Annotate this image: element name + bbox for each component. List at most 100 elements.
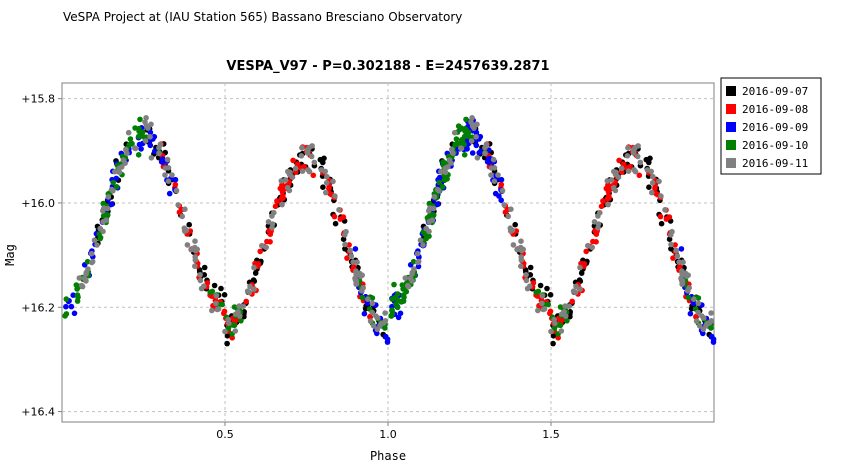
data-point: [221, 310, 227, 317]
data-point: [518, 257, 525, 263]
data-point: [535, 307, 541, 314]
data-point: [685, 294, 692, 301]
data-point: [211, 282, 218, 289]
data-point: [229, 335, 235, 341]
data-point: [539, 300, 545, 307]
data-point: [391, 281, 397, 288]
data-point: [317, 156, 324, 163]
data-point: [618, 165, 625, 172]
data-point: [687, 310, 694, 317]
data-point: [213, 300, 219, 307]
data-point: [91, 237, 98, 243]
data-point: [550, 333, 557, 339]
data-point: [287, 169, 293, 176]
data-point: [247, 283, 253, 290]
data-point: [648, 168, 654, 175]
data-point: [595, 213, 601, 219]
data-point: [394, 304, 401, 311]
data-point: [598, 203, 605, 210]
data-point: [74, 292, 81, 298]
data-point: [347, 247, 354, 254]
data-point: [184, 242, 191, 248]
data-point: [369, 300, 376, 307]
data-point: [142, 138, 149, 144]
data-point: [627, 163, 633, 170]
data-point: [695, 309, 701, 316]
data-point: [81, 275, 88, 282]
data-point: [113, 184, 120, 190]
y-tick-label: +15.8: [21, 93, 55, 106]
data-point: [68, 303, 75, 310]
data-point: [192, 247, 199, 254]
data-point: [482, 144, 488, 151]
data-point: [666, 236, 673, 242]
data-point: [583, 248, 589, 255]
data-point: [473, 129, 480, 136]
data-point: [589, 244, 595, 251]
data-point: [252, 270, 259, 276]
data-point: [137, 116, 143, 123]
data-point: [365, 296, 371, 303]
data-point: [625, 168, 632, 174]
data-point: [405, 283, 412, 290]
data-point: [399, 282, 406, 288]
data-point: [673, 247, 679, 254]
data-point: [246, 289, 253, 296]
data-point: [112, 168, 118, 175]
data-point: [450, 150, 456, 156]
data-point: [550, 340, 556, 347]
data-point: [238, 318, 244, 324]
data-point: [527, 264, 534, 271]
y-axis-label: Mag: [3, 244, 17, 266]
data-point: [492, 190, 499, 197]
data-point: [71, 310, 78, 317]
data-point: [547, 310, 553, 317]
data-point: [643, 156, 650, 163]
data-point: [523, 277, 530, 284]
data-point: [402, 275, 409, 281]
data-point: [148, 155, 155, 161]
data-point: [94, 242, 100, 248]
data-point: [257, 248, 264, 255]
data-point: [378, 320, 385, 327]
data-point: [547, 292, 554, 298]
data-point: [100, 208, 106, 214]
data-point: [79, 283, 86, 290]
data-point: [304, 150, 311, 156]
data-point: [359, 294, 366, 301]
data-point: [323, 189, 329, 196]
data-point: [572, 289, 579, 296]
data-point: [498, 197, 505, 203]
data-point: [192, 238, 198, 244]
data-point: [448, 160, 454, 166]
data-point: [510, 242, 517, 248]
data-point: [407, 275, 414, 282]
data-point: [175, 202, 181, 208]
y-tick-label: +16.4: [21, 406, 55, 419]
data-point: [436, 179, 443, 186]
data-point: [552, 320, 558, 327]
data-point: [290, 157, 296, 164]
data-point: [508, 206, 514, 212]
data-point: [699, 313, 705, 319]
data-point: [74, 298, 81, 304]
data-point: [672, 242, 678, 248]
data-point: [590, 238, 596, 245]
data-point: [76, 275, 83, 281]
data-point: [561, 309, 567, 315]
data-point: [695, 300, 702, 307]
data-point: [567, 313, 573, 320]
data-point: [305, 167, 311, 173]
data-point: [677, 264, 683, 270]
data-point: [237, 313, 243, 319]
data-point: [192, 257, 199, 263]
data-point: [518, 247, 525, 254]
data-point: [147, 134, 153, 140]
data-point: [636, 172, 643, 179]
data-point: [70, 292, 76, 299]
data-point: [518, 263, 524, 270]
chart-title: VESPA_V97 - P=0.302188 - E=2457639.2871: [226, 59, 549, 74]
data-point: [523, 272, 529, 278]
data-point: [653, 190, 659, 197]
data-point: [301, 163, 307, 170]
